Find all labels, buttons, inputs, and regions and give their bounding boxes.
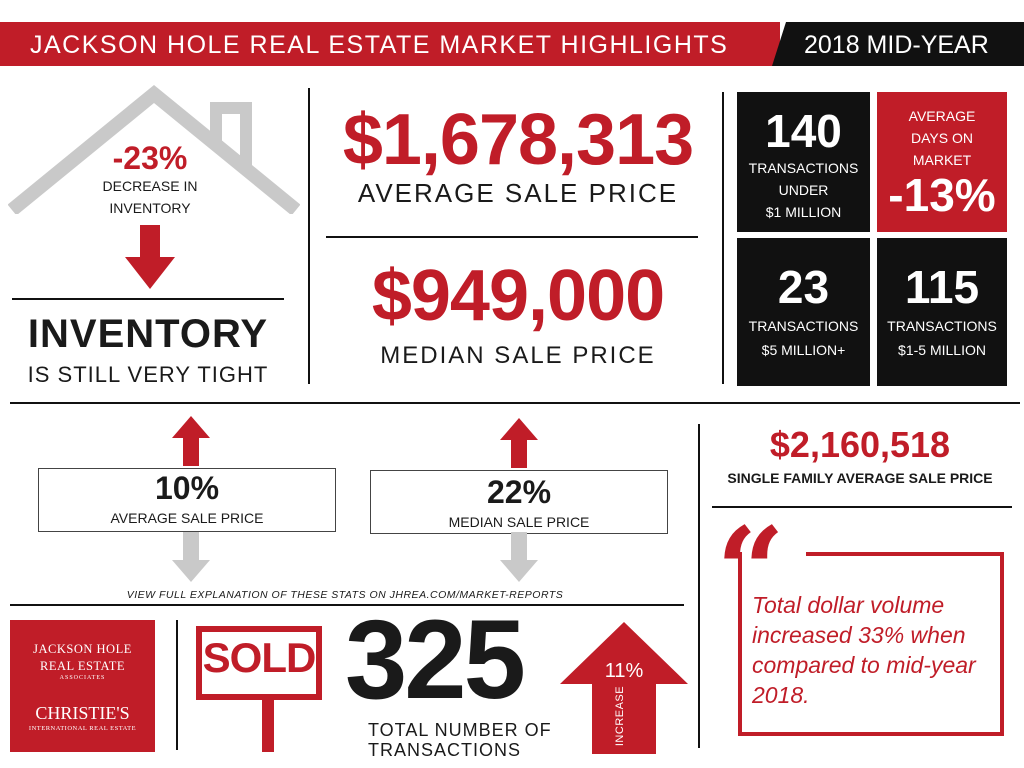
- inventory-change-label-2: INVENTORY: [109, 200, 191, 216]
- logo-line-1: JACKSON HOLE: [33, 642, 132, 656]
- tile-1-5m-value: 115: [904, 261, 980, 313]
- tile-1-5m: 115 TRANSACTIONS $1-5 MILLION: [877, 238, 1007, 386]
- divider: [12, 298, 284, 300]
- divider: [326, 236, 698, 238]
- quote-frame-top: [806, 552, 1000, 556]
- logo-line-4: CHRISTIE'S: [35, 703, 130, 723]
- inventory-change: -23%: [112, 140, 188, 176]
- tile-over-5m-label-1: TRANSACTIONS: [748, 318, 859, 334]
- total-transactions-label-2: TRANSACTIONS: [368, 740, 522, 760]
- divider: [308, 88, 310, 384]
- avg-change-label: AVERAGE SALE PRICE: [110, 510, 264, 526]
- single-family-value: $2,160,518: [769, 424, 951, 465]
- divider: [176, 620, 178, 750]
- increase-pct: 11%: [604, 660, 644, 682]
- tile-dom-label-1: AVERAGE: [908, 108, 976, 124]
- quote-text: Total dollar volume increased 33% when c…: [752, 592, 976, 708]
- down-arrow-gray-icon: [500, 532, 538, 582]
- up-arrow-icon: [172, 416, 210, 466]
- sold-sign-post: [262, 700, 274, 752]
- tile-under-1m-value: 140: [765, 105, 842, 157]
- tile-under-1m-label-3: $1 MILLION: [765, 204, 842, 220]
- up-arrow-icon: [500, 418, 538, 468]
- tile-under-1m: 140 TRANSACTIONS UNDER $1 MILLION: [737, 92, 870, 232]
- divider: [722, 92, 724, 384]
- tile-1-5m-label-2: $1-5 MILLION: [898, 342, 986, 358]
- quote-icon: “: [716, 501, 786, 642]
- tile-under-1m-label-2: UNDER: [778, 182, 829, 198]
- tile-1-5m-label-1: TRANSACTIONS: [887, 318, 997, 334]
- sold-sign: [196, 626, 322, 700]
- inventory-heading: INVENTORY: [27, 312, 269, 356]
- header-period-box: [772, 22, 1024, 66]
- total-transactions-value: 325: [345, 597, 526, 722]
- logo-line-5: INTERNATIONAL REAL ESTATE: [28, 725, 137, 732]
- median-change-pct: 22%: [486, 474, 552, 510]
- median-sale-price-value: $949,000: [371, 256, 665, 336]
- sold-sign-text: SOLD: [202, 634, 317, 681]
- logo-line-3: ASSOCIATES: [59, 675, 106, 681]
- tile-dom-label-3: MARKET: [912, 152, 972, 168]
- quote-frame: [738, 552, 1004, 736]
- avg-change-box: [38, 468, 336, 532]
- divider: [698, 424, 700, 748]
- tile-over-5m-label-2: $5 MILLION+: [761, 342, 846, 358]
- single-family-label: SINGLE FAMILY AVERAGE SALE PRICE: [727, 470, 993, 486]
- median-change-label: MEDIAN SALE PRICE: [448, 514, 590, 530]
- avg-change-pct: 10%: [154, 470, 220, 506]
- divider: [712, 506, 1012, 508]
- divider: [10, 402, 1020, 404]
- down-arrow-icon: [125, 225, 175, 289]
- total-transactions-label-1: TOTAL NUMBER OF: [368, 720, 552, 740]
- down-arrow-gray-icon: [172, 532, 210, 582]
- inventory-change-label-1: DECREASE IN: [102, 178, 198, 194]
- tile-days-on-market: AVERAGE DAYS ON MARKET -13%: [877, 92, 1007, 232]
- brokerage-logo: JACKSON HOLE REAL ESTATE ASSOCIATES CHRI…: [10, 620, 155, 752]
- median-sale-price-label: MEDIAN SALE PRICE: [380, 342, 656, 369]
- tile-dom-label-2: DAYS ON: [911, 130, 973, 146]
- increase-label: INCREASE: [614, 685, 626, 747]
- average-sale-price-label: AVERAGE SALE PRICE: [357, 178, 679, 208]
- divider: [10, 604, 684, 606]
- inventory-subheading: IS STILL VERY TIGHT: [27, 362, 269, 387]
- header-banner: [0, 22, 780, 66]
- tile-over-5m: 23 TRANSACTIONS $5 MILLION+: [737, 238, 870, 386]
- tile-over-5m-value: 23: [777, 261, 830, 313]
- tile-under-1m-label-1: TRANSACTIONS: [748, 160, 859, 176]
- tile-dom-value: -13%: [888, 169, 996, 221]
- header-period: 2018 MID-YEAR: [804, 31, 989, 59]
- average-sale-price-value: $1,678,313: [342, 100, 694, 180]
- header-title: JACKSON HOLE REAL ESTATE MARKET HIGHLIGH…: [30, 31, 729, 59]
- house-outline-icon: [8, 84, 300, 214]
- increase-arrow-icon: [560, 622, 688, 754]
- logo-line-2: REAL ESTATE: [40, 659, 125, 673]
- stats-footnote[interactable]: VIEW FULL EXPLANATION OF THESE STATS ON …: [126, 589, 564, 601]
